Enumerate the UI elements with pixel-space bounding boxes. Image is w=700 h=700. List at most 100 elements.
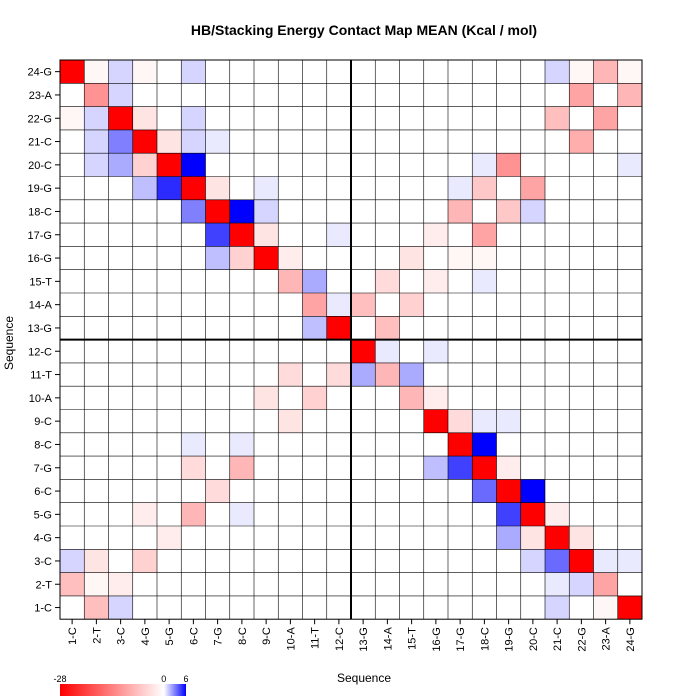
x-tick-label: 9-C <box>261 627 273 645</box>
heatmap-cell <box>545 199 570 224</box>
heatmap-cell <box>545 246 570 270</box>
heatmap-cell <box>60 269 85 293</box>
heatmap-cell <box>423 83 448 107</box>
heatmap-cell <box>496 526 521 550</box>
heatmap-cell <box>108 526 133 550</box>
heatmap-cell <box>326 432 351 457</box>
heatmap-cell <box>229 269 254 293</box>
heatmap-cell <box>617 60 642 84</box>
heatmap-cell <box>278 502 303 526</box>
heatmap-cell <box>84 83 109 107</box>
heatmap-cell <box>302 106 327 130</box>
heatmap-cell <box>254 432 279 457</box>
heatmap-cell <box>399 223 424 247</box>
heatmap-cell <box>593 386 618 410</box>
heatmap-cell <box>472 595 497 620</box>
heatmap-cell <box>205 595 230 620</box>
heatmap-cell <box>593 223 618 247</box>
heatmap-cell <box>617 246 642 270</box>
heatmap-cell <box>520 106 545 130</box>
heatmap-cell <box>278 106 303 130</box>
heatmap-cell <box>448 246 473 270</box>
heatmap-cell <box>448 293 473 317</box>
heatmap-cell <box>181 199 206 224</box>
y-tick-label: 14-A <box>29 300 53 312</box>
x-tick-label: 8-C <box>237 627 249 645</box>
y-tick-label: 21-C <box>28 137 52 149</box>
heatmap-cell <box>229 106 254 130</box>
heatmap-cell <box>108 269 133 293</box>
heatmap-cell <box>545 572 570 596</box>
heatmap-cell <box>351 60 376 84</box>
heatmap-cell <box>351 199 376 224</box>
heatmap-cell <box>181 246 206 270</box>
heatmap-cell <box>205 83 230 107</box>
heatmap-cell <box>254 572 279 596</box>
heatmap-cell <box>520 246 545 270</box>
heatmap-cell <box>326 362 351 387</box>
x-tick-label: 22-G <box>576 627 588 651</box>
heatmap-cell <box>229 409 254 433</box>
heatmap-cell <box>472 339 497 363</box>
heatmap-cell <box>302 386 327 410</box>
heatmap-cell <box>423 549 448 573</box>
heatmap-cell <box>399 432 424 457</box>
heatmap-cell <box>229 595 254 620</box>
heatmap-cell <box>157 153 182 177</box>
heatmap-cell <box>181 269 206 293</box>
heatmap-cell <box>181 176 206 200</box>
heatmap-cell <box>448 129 473 154</box>
heatmap-cell <box>593 60 618 84</box>
heatmap-cell <box>423 106 448 130</box>
heatmap-cell <box>205 409 230 433</box>
heatmap-cell <box>496 386 521 410</box>
heatmap-cell <box>108 572 133 596</box>
heatmap-cell <box>545 293 570 317</box>
heatmap-cell <box>132 293 157 317</box>
heatmap-cell <box>496 432 521 457</box>
heatmap-cell <box>399 526 424 550</box>
heatmap-cell <box>520 153 545 177</box>
heatmap-cell <box>520 223 545 247</box>
heatmap-cell <box>520 502 545 526</box>
heatmap-cell <box>569 106 594 130</box>
heatmap-cell <box>423 502 448 526</box>
heatmap-cell <box>375 526 400 550</box>
heatmap-cell <box>181 456 206 480</box>
heatmap-cell <box>399 386 424 410</box>
heatmap-cell <box>278 316 303 340</box>
heatmap-cell <box>326 386 351 410</box>
heatmap-cell <box>496 269 521 293</box>
heatmap-cell <box>181 526 206 550</box>
y-tick-label: 9-C <box>34 416 52 428</box>
heatmap-cell <box>423 572 448 596</box>
heatmap-cell <box>593 572 618 596</box>
x-tick-label: 24-G <box>625 627 637 651</box>
heatmap-cell <box>60 106 85 130</box>
heatmap-cell <box>545 502 570 526</box>
heatmap-cell <box>593 502 618 526</box>
heatmap-cell <box>181 572 206 596</box>
heatmap-cell <box>302 153 327 177</box>
heatmap-cell <box>157 106 182 130</box>
heatmap-cell <box>351 386 376 410</box>
heatmap-cell <box>375 362 400 387</box>
heatmap-cell <box>254 362 279 387</box>
heatmap-cell <box>593 176 618 200</box>
heatmap-cell <box>472 409 497 433</box>
heatmap-cell <box>302 60 327 84</box>
x-tick-label: 5-G <box>164 627 176 645</box>
heatmap-cell <box>254 549 279 573</box>
heatmap-cell <box>375 60 400 84</box>
y-tick-label: 17-G <box>28 230 52 242</box>
heatmap-cell <box>448 572 473 596</box>
heatmap-cell <box>351 246 376 270</box>
heatmap-cell <box>423 362 448 387</box>
heatmap-cell <box>84 456 109 480</box>
heatmap-cell <box>593 432 618 457</box>
x-tick-label: 3-C <box>116 627 128 645</box>
heatmap-cell <box>108 293 133 317</box>
heatmap-cell <box>399 293 424 317</box>
heatmap-cell <box>181 106 206 130</box>
